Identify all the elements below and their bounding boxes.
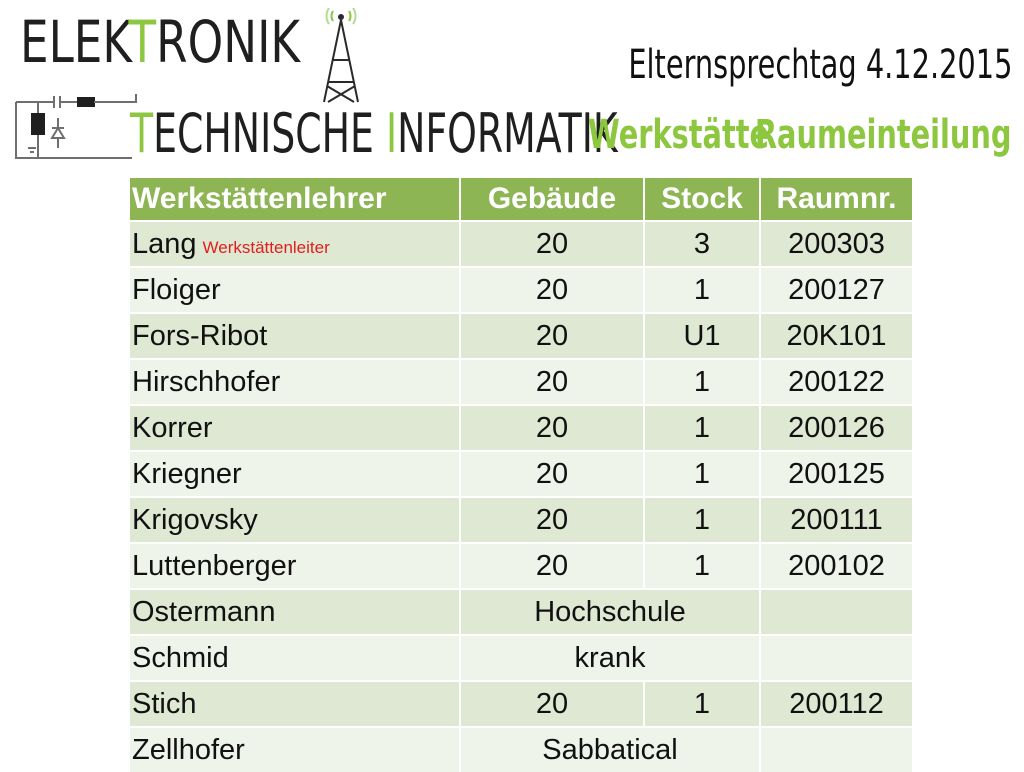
table-row: Luttenberger 20 1 200102: [130, 542, 912, 589]
room-cell: 200122: [760, 358, 912, 405]
floor-cell: 1: [644, 404, 761, 451]
room-allocation-table: Werkstättenlehrer Gebäude Stock Raumnr. …: [130, 178, 912, 772]
floor-cell: 1: [644, 266, 761, 313]
teacher-cell: Lang Werkstättenleiter: [130, 220, 461, 267]
logo-letters: LEK: [48, 8, 129, 76]
room-cell: 20K101: [760, 312, 912, 359]
floor-cell: 1: [644, 450, 761, 497]
building-cell: 20: [460, 680, 645, 727]
table-row: Fors-Ribot 20 U1 20K101: [130, 312, 912, 359]
floor-cell: U1: [644, 312, 761, 359]
radio-tower-icon: [323, 8, 359, 103]
logo-accent-letter: T: [130, 102, 154, 165]
teacher-cell: Stich: [130, 680, 461, 727]
logo-letters: NFORMATIK: [397, 102, 618, 165]
teacher-cell: Krigovsky: [130, 496, 461, 543]
floor-cell: 1: [644, 542, 761, 589]
logo-accent-letter: T: [128, 8, 157, 76]
teacher-cell: Fors-Ribot: [130, 312, 461, 359]
teacher-cell: Korrer: [130, 404, 461, 451]
building-cell: 20: [460, 266, 645, 313]
floor-cell: 3: [644, 220, 761, 267]
table-row: Krigovsky 20 1 200111: [130, 496, 912, 543]
department-logo: ELEKTRONIK TECHNISCHE INFORMATIK: [14, 8, 618, 165]
room-allocation-table-wrapper: Werkstättenlehrer Gebäude Stock Raumnr. …: [130, 178, 912, 772]
room-cell: 200125: [760, 450, 912, 497]
table-row: Stich 20 1 200112: [130, 680, 912, 727]
teacher-cell: Ostermann: [130, 588, 461, 635]
table-row: Kriegner 20 1 200125: [130, 450, 912, 497]
table-row: Lang Werkstättenleiter 20 3 200303: [130, 220, 912, 267]
floor-cell: 1: [644, 680, 761, 727]
building-cell: 20: [460, 404, 645, 451]
room-cell: 200126: [760, 404, 912, 451]
logo-letters: ECHNISCHE: [153, 102, 386, 165]
room-cell: 200112: [760, 680, 912, 727]
column-header-room: Raumnr.: [760, 178, 912, 221]
section-title-workshop: Werkstätte: [588, 112, 770, 158]
table-header-row: Werkstättenlehrer Gebäude Stock Raumnr.: [130, 178, 912, 221]
role-note: Werkstättenleiter: [202, 237, 330, 257]
table-row: Korrer 20 1 200126: [130, 404, 912, 451]
logo-accent-letter: I: [385, 102, 398, 165]
room-cell: 200102: [760, 542, 912, 589]
teacher-cell: Luttenberger: [130, 542, 461, 589]
circuit-diagram-icon: [15, 94, 137, 159]
teacher-cell: Zellhofer: [130, 726, 461, 772]
room-cell: [760, 588, 912, 635]
column-header-building: Gebäude: [460, 178, 645, 221]
room-cell: 200303: [760, 220, 912, 267]
column-header-floor: Stock: [644, 178, 761, 221]
building-cell: 20: [460, 450, 645, 497]
table-row: Ostermann Hochschule: [130, 588, 912, 635]
logo-letters: RONIK: [156, 8, 301, 76]
floor-cell: 1: [644, 496, 761, 543]
teacher-cell: Floiger: [130, 266, 461, 313]
teacher-cell: Kriegner: [130, 450, 461, 497]
teacher-cell: Schmid: [130, 634, 461, 681]
logo-word-technische-informatik: TECHNISCHE INFORMATIK: [130, 102, 618, 165]
room-cell: 200127: [760, 266, 912, 313]
floor-cell: 1: [644, 358, 761, 405]
teacher-name: Lang: [132, 227, 197, 260]
table-row: Hirschhofer 20 1 200122: [130, 358, 912, 405]
status-cell: krank: [460, 634, 761, 681]
table-row: Floiger 20 1 200127: [130, 266, 912, 313]
building-cell: 20: [460, 496, 645, 543]
table-row: Zellhofer Sabbatical: [130, 726, 912, 772]
status-cell: Sabbatical: [460, 726, 761, 772]
column-header-teacher: Werkstättenlehrer: [130, 178, 461, 221]
table-row: Schmid krank: [130, 634, 912, 681]
building-cell: 20: [460, 358, 645, 405]
building-cell: 20: [460, 220, 645, 267]
room-cell: [760, 726, 912, 772]
section-title-room-allocation: Raumeinteilung: [755, 112, 1012, 158]
room-cell: 200111: [760, 496, 912, 543]
logo-word-elektronik: ELEKTRONIK: [20, 8, 300, 76]
room-cell: [760, 634, 912, 681]
teacher-cell: Hirschhofer: [130, 358, 461, 405]
event-title: Elternsprechtag 4.12.2015: [627, 42, 1012, 88]
status-cell: Hochschule: [460, 588, 761, 635]
building-cell: 20: [460, 542, 645, 589]
logo-letter: E: [20, 8, 49, 76]
building-cell: 20: [460, 312, 645, 359]
